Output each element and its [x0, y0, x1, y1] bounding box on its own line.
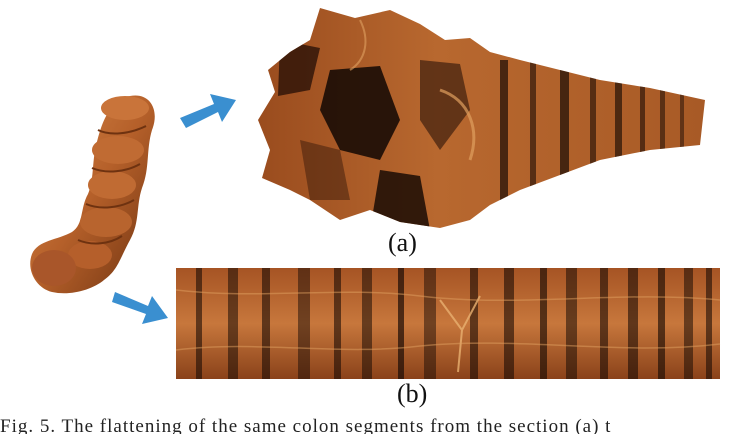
arrow-to-panel-a — [180, 94, 236, 128]
panel-a-label: (a) — [388, 228, 417, 257]
arrow-to-panel-b — [112, 292, 168, 324]
colon-3d-model — [30, 95, 155, 294]
figure-caption: Fig. 5. The flattening of the same colon… — [0, 416, 612, 434]
flattened-surface-b — [175, 268, 721, 379]
panel-b-label: (b) — [397, 379, 428, 408]
flattened-surface-a — [258, 8, 705, 228]
